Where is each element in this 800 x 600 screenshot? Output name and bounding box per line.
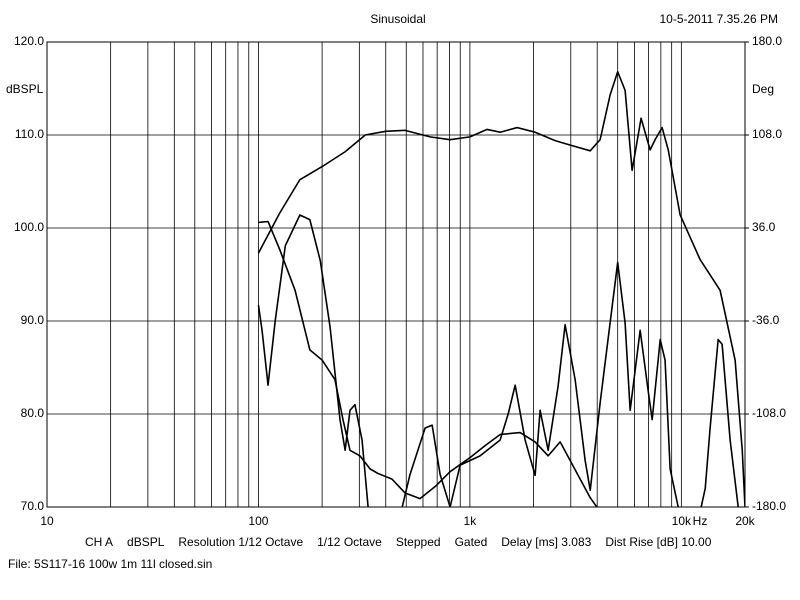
timestamp: 10-5-2011 7.35.26 PM <box>659 12 778 26</box>
y2-tick-label: 108.0 <box>752 127 782 141</box>
footer-item: Stepped <box>395 535 441 549</box>
y2-axis-label: Deg <box>752 82 774 96</box>
grid <box>46 41 746 508</box>
y-tick-label: 80.0 <box>21 406 45 420</box>
y-tick-label: 120.0 <box>14 34 44 48</box>
y2-tick-label: 36.0 <box>752 220 776 234</box>
y-tick-label: 90.0 <box>21 313 45 327</box>
y-axis-label: dBSPL <box>6 82 44 96</box>
footer-item: 1/12 Octave <box>317 535 382 549</box>
footer: CH A dBSPL Resolution 1/12 Octave 1/12 Octa… <box>85 535 711 549</box>
y2-tick-label: 180.0 <box>752 34 782 48</box>
footer-item: Resolution 1/12 Octave <box>178 535 304 549</box>
plot-frame <box>46 41 746 508</box>
footer-item: Dist Rise [dB] 10.00 <box>605 535 712 549</box>
file-name: File: 5S117-16 100w 1m 11l closed.sin <box>8 557 213 571</box>
chart: Sinusoidal 10-5-2011 7.35.26 PM dBSPL De… <box>6 12 786 528</box>
x-tick-label: 10 <box>40 514 54 528</box>
y-tick-label: 100.0 <box>14 220 44 234</box>
y2-tick-label: -180.0 <box>752 499 786 513</box>
footer-item: dBSPL <box>127 535 165 549</box>
y2-tick-label: -108.0 <box>752 406 786 420</box>
chart-title: Sinusoidal <box>370 12 425 26</box>
series-line <box>257 214 739 507</box>
y-tick-label: 110.0 <box>15 127 44 141</box>
x-tick-label: 1k <box>464 514 478 528</box>
x-tick-label: 10k <box>672 514 692 528</box>
x-tick-label: 20k <box>735 514 755 528</box>
x-axis-label: Hz <box>693 514 708 528</box>
x-tick-label: 100 <box>248 514 268 528</box>
plot-lines <box>257 70 745 507</box>
footer-item: Delay [ms] 3.083 <box>501 535 592 549</box>
series-line <box>257 70 745 507</box>
y2-tick-label: -36.0 <box>752 313 780 327</box>
footer-item: CH A <box>85 535 114 549</box>
y-tick-label: 70.0 <box>21 499 45 513</box>
footer-item: Gated <box>454 535 488 549</box>
series-line <box>258 220 598 507</box>
